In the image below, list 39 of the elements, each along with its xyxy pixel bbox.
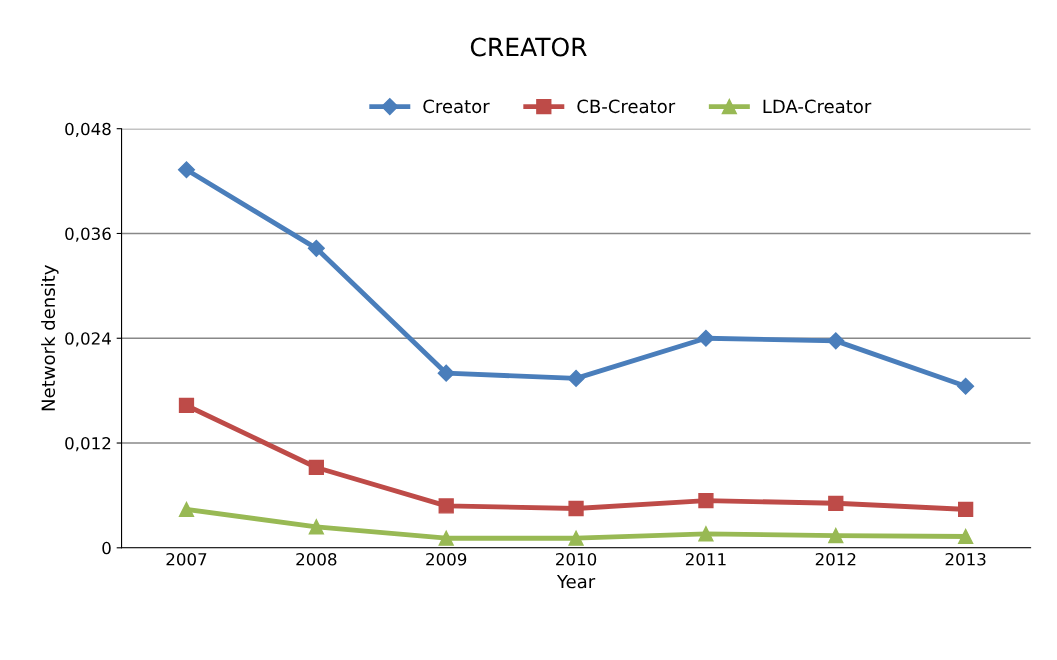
- point: [698, 493, 714, 509]
- x-axis-title: Year: [556, 574, 596, 589]
- point: [698, 526, 714, 542]
- point: [178, 397, 195, 414]
- y-tick-label: 0: [102, 541, 111, 555]
- point: [957, 377, 975, 395]
- chart-title: CREATOR: [470, 37, 587, 57]
- y-tick-label: 0,036: [65, 227, 111, 242]
- y-tick-label: 0,012: [65, 436, 111, 452]
- point: [568, 500, 584, 517]
- point: [958, 501, 974, 518]
- legend-label: LDA-Creator: [763, 99, 872, 114]
- point: [308, 459, 324, 476]
- legend-label: Creator: [423, 99, 490, 114]
- x-tick-label: 2013: [945, 552, 986, 566]
- point: [308, 519, 324, 535]
- x-tick-label: 2009: [426, 552, 467, 566]
- legend-label: CB-Creator: [577, 99, 676, 114]
- point: [697, 329, 715, 347]
- point: [568, 530, 584, 546]
- point: [567, 369, 585, 387]
- y-tick-label: 0,048: [65, 122, 111, 137]
- x-tick-label: 2010: [556, 552, 597, 566]
- point: [827, 332, 845, 350]
- point: [958, 528, 974, 545]
- point: [438, 498, 454, 514]
- y-tick-label: 0,024: [65, 332, 111, 347]
- point: [307, 239, 325, 257]
- point: [828, 495, 844, 511]
- point: [437, 364, 455, 382]
- y-axis-title: Network density: [41, 265, 59, 411]
- point: [178, 501, 195, 518]
- x-tick-label: 2012: [815, 552, 856, 566]
- point: [828, 527, 844, 544]
- point: [177, 161, 196, 179]
- x-tick-label: 2008: [296, 552, 337, 566]
- x-tick-label: 2007: [166, 552, 207, 566]
- x-tick-label: 2011: [685, 552, 726, 566]
- point: [438, 530, 454, 546]
